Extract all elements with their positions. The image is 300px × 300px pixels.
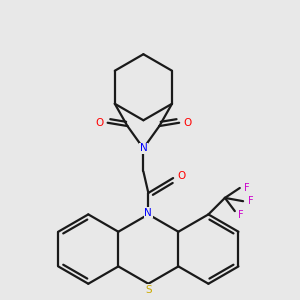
Text: F: F — [248, 196, 253, 206]
Text: N: N — [145, 208, 152, 218]
Text: F: F — [238, 210, 244, 220]
Text: O: O — [183, 118, 191, 128]
Text: S: S — [145, 285, 152, 295]
Text: O: O — [95, 118, 103, 128]
Text: F: F — [244, 183, 249, 193]
Text: N: N — [140, 143, 147, 153]
Text: O: O — [177, 171, 185, 182]
